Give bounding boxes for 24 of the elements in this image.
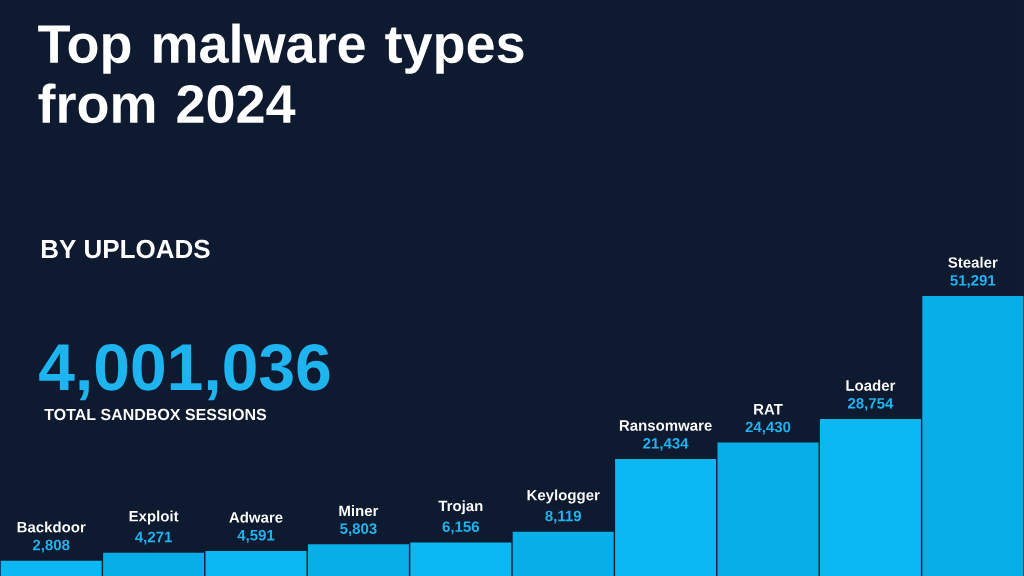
x-tick-label: Exploit xyxy=(129,510,179,525)
data-label: 5,803 xyxy=(340,523,377,537)
data-label: 4,271 xyxy=(135,531,172,545)
chart-title: Top malware types from 2024 xyxy=(38,23,524,124)
data-label: 21,434 xyxy=(643,437,689,451)
data-label: 51,291 xyxy=(950,274,996,288)
x-tick-label: Backdoor xyxy=(17,521,86,533)
x-tick-label: Trojan xyxy=(438,500,483,515)
x-tick-label: Ransomware xyxy=(619,420,712,431)
annotation: 4,001,036 xyxy=(39,343,330,401)
data-label: 28,754 xyxy=(847,398,894,411)
chart-subtitle: BY UPLOADS xyxy=(41,239,210,259)
x-tick-label: RAT xyxy=(754,404,783,415)
x-tick-label: Stealer xyxy=(948,256,998,268)
x-tick-label: Adware xyxy=(229,511,283,523)
annotation: TOTAL SANDBOX SESSIONS xyxy=(44,408,267,421)
data-label: 24,430 xyxy=(745,421,791,435)
x-tick-label: Keylogger xyxy=(527,489,600,504)
data-label: 4,591 xyxy=(237,529,275,543)
data-label: 6,156 xyxy=(442,521,480,535)
data-label: 2,808 xyxy=(32,539,70,553)
x-tick-label: Loader xyxy=(846,379,896,391)
x-tick-label: Miner xyxy=(339,505,379,517)
data-label: 8,119 xyxy=(545,510,581,524)
